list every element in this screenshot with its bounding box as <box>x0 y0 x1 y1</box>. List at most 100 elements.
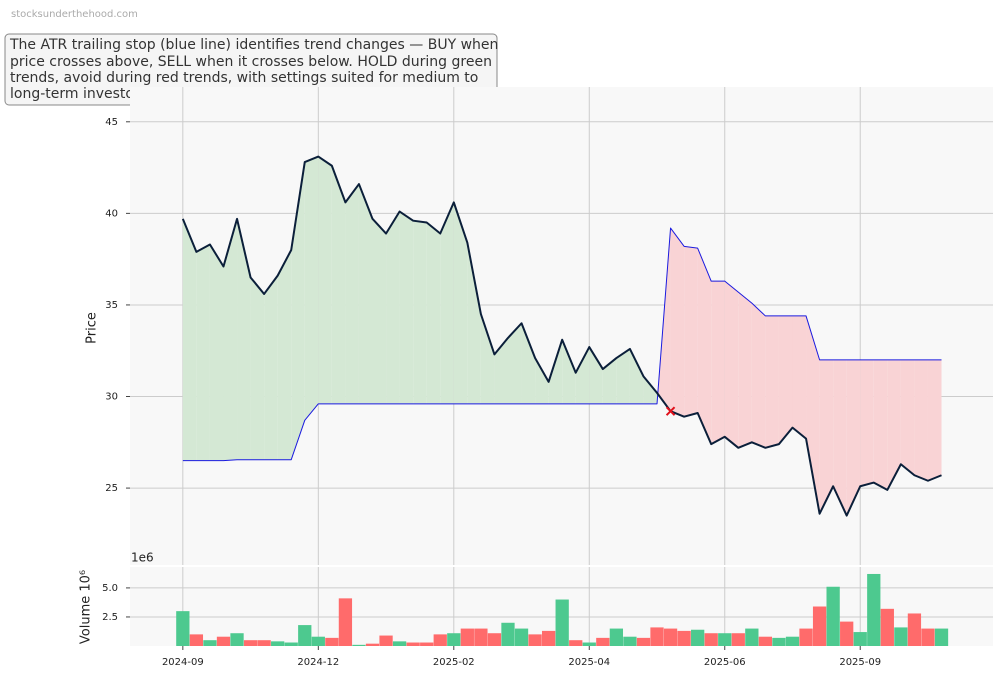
trend-fill <box>494 337 508 404</box>
trend-fill <box>697 248 712 445</box>
stop-line <box>182 227 942 462</box>
trend-fill <box>399 211 414 404</box>
trend-fill <box>386 211 400 404</box>
volume-bar <box>514 628 529 646</box>
trend-fill <box>453 202 468 404</box>
trend-fill <box>900 359 915 476</box>
trend-fill <box>887 359 901 490</box>
trend-fill <box>182 218 197 461</box>
volume-bar <box>420 642 434 646</box>
trend-fill <box>467 242 481 404</box>
trend-fill <box>711 281 725 445</box>
volume-bar <box>257 640 271 646</box>
trend-fill <box>358 184 373 404</box>
volume-bar <box>853 632 867 646</box>
trend-fill <box>575 347 590 404</box>
y-tick-label: 40 <box>105 208 118 219</box>
trend-fill <box>602 358 617 404</box>
trend-fill <box>562 339 576 404</box>
trend-fill <box>629 348 644 404</box>
x-tick-label: 2025-09 <box>839 657 881 668</box>
volume-bar <box>325 637 339 646</box>
volume-bar <box>812 606 827 646</box>
trend-fill <box>548 339 563 404</box>
trend-fill <box>196 244 210 461</box>
trend-fill <box>724 281 739 448</box>
volume-bar <box>176 611 190 646</box>
volume-bar <box>826 586 840 646</box>
volume-bar <box>609 628 624 646</box>
volume-bar <box>216 636 231 646</box>
volume-bar <box>894 627 908 646</box>
y-axis-label: Volume 10⁶ <box>79 570 94 644</box>
trend-fill <box>426 222 441 404</box>
volume-bar <box>691 629 705 646</box>
trend-fill <box>914 359 928 481</box>
y-tick-label: 45 <box>105 117 118 128</box>
volume-bar <box>528 634 542 646</box>
volume-bar <box>284 642 298 646</box>
volume-bar <box>392 641 407 646</box>
watermark: stocksunderthehood.com <box>11 9 138 20</box>
volume-bar <box>934 628 949 646</box>
volume-bar <box>338 598 353 646</box>
volume-bar <box>406 642 420 646</box>
volume-bar <box>582 642 596 646</box>
trend-fill <box>331 165 346 404</box>
volume-bar <box>365 643 380 646</box>
trend-fill <box>304 156 319 421</box>
volume-bar <box>704 633 718 646</box>
trend-fill <box>751 303 766 448</box>
trend-fill <box>738 292 752 448</box>
trend-fill <box>345 184 359 404</box>
trend-fill <box>223 218 238 461</box>
volume-bar <box>474 628 488 646</box>
trend-fill <box>806 315 820 514</box>
sell-marker <box>665 406 676 416</box>
volume-bar <box>433 634 447 646</box>
volume-bar <box>189 634 204 646</box>
trend-fill <box>413 220 427 404</box>
y-tick-label: 30 <box>105 392 118 403</box>
volume-bar <box>880 608 894 646</box>
volume-bar <box>460 628 474 646</box>
trend-fill <box>250 277 265 460</box>
volume-bar <box>352 644 366 646</box>
y-tick-label: 5.0 <box>102 583 118 594</box>
volume-bar <box>677 630 691 646</box>
trend-fill <box>873 359 888 490</box>
x-tick-label: 2025-04 <box>568 657 610 668</box>
volume-bar <box>596 637 610 646</box>
trend-fill <box>264 275 278 460</box>
trend-fill <box>291 162 305 460</box>
annotation-line: long-term investors. <box>10 86 151 102</box>
volume-bar <box>487 633 502 646</box>
y-tick-label: 25 <box>105 483 118 494</box>
trend-fill <box>833 359 847 516</box>
trend-fill <box>507 323 522 404</box>
y-tick-label: 35 <box>105 300 118 311</box>
annotation-line: The ATR trailing stop (blue line) identi… <box>9 37 498 53</box>
trend-fill <box>684 246 698 417</box>
volume-bar <box>379 635 393 646</box>
volume-bar <box>799 628 813 646</box>
volume-bar <box>907 613 922 646</box>
volume-bar <box>501 622 515 646</box>
volume-bar <box>772 637 786 646</box>
trend-fill <box>440 202 454 404</box>
trend-fill <box>535 358 549 404</box>
trend-fill <box>792 315 807 439</box>
trend-fill <box>643 376 658 404</box>
y-tick-label: 2.5 <box>102 612 118 623</box>
x-tick-label: 2024-09 <box>162 657 204 668</box>
trend-fill <box>765 315 779 448</box>
trend-fill <box>846 359 861 516</box>
x-tick-label: 2024-12 <box>297 657 339 668</box>
trend-fill <box>670 228 685 417</box>
volume-bar <box>731 633 745 646</box>
volume-bar <box>555 599 569 646</box>
trend-fill <box>927 359 942 481</box>
volume-bar <box>758 636 773 646</box>
trend-fill <box>589 347 603 404</box>
trend-fill <box>372 218 387 404</box>
